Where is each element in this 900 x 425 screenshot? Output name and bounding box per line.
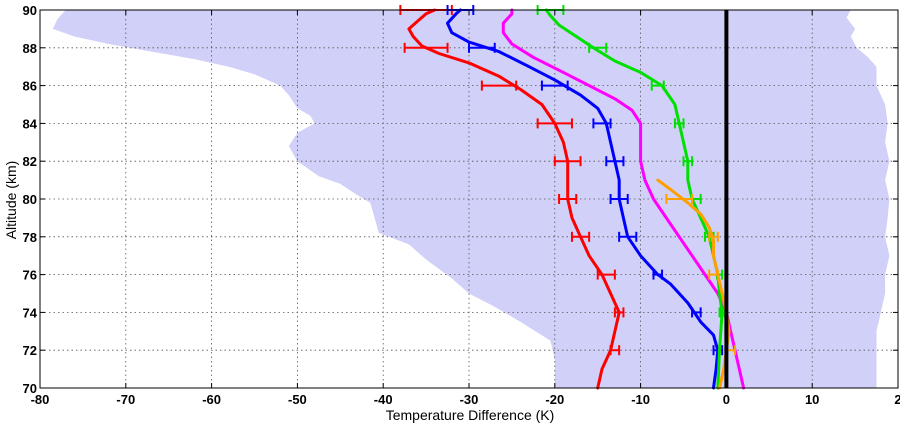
y-tick-label: 76	[23, 268, 37, 283]
y-axis-label: Altitude (km)	[3, 161, 19, 240]
error-bar	[665, 194, 694, 204]
x-tick-label: -30	[460, 392, 479, 407]
error-bar	[682, 156, 694, 167]
y-axis-ticks: 70 72 74 76 78 80 82 84 86 88 90	[23, 3, 898, 396]
error-bar	[652, 269, 664, 280]
error-bar	[691, 307, 702, 318]
error-bar	[673, 118, 685, 129]
x-tick-label: -50	[288, 392, 307, 407]
error-bar	[570, 231, 591, 242]
error-bar	[609, 345, 621, 356]
y-tick-label: 72	[23, 343, 37, 358]
y-tick-label: 90	[23, 3, 37, 18]
x-tick-label: -70	[116, 392, 135, 407]
error-bar	[553, 156, 582, 167]
x-tick-label: 0	[723, 392, 730, 407]
error-bar	[618, 231, 638, 242]
y-tick-label: 88	[23, 41, 37, 56]
error-bar	[605, 156, 625, 167]
error-bar	[536, 118, 573, 129]
error-bar	[613, 307, 625, 318]
error-bar	[468, 42, 496, 53]
error-bar	[596, 269, 616, 280]
error-bar	[592, 118, 612, 129]
x-tick-label: -40	[374, 392, 393, 407]
x-tick-label: -20	[545, 392, 564, 407]
series-line-2	[446, 8, 720, 390]
y-tick-label: 74	[23, 305, 38, 320]
x-axis-label: Temperature Difference (K)	[386, 407, 555, 423]
y-tick-label: 78	[23, 230, 37, 245]
y-tick-label: 82	[23, 154, 37, 169]
x-tick-label: 2	[894, 392, 900, 407]
y-tick-label: 70	[23, 381, 37, 396]
error-bar	[540, 80, 569, 91]
error-bar	[650, 80, 665, 91]
x-tick-label: -80	[31, 392, 50, 407]
error-bar	[403, 42, 449, 53]
series-line-1	[407, 8, 621, 390]
y-tick-label: 80	[23, 192, 37, 207]
x-tick-label: -10	[631, 392, 650, 407]
error-bar	[708, 269, 719, 280]
x-axis-ticks: -80 -70 -60 -50 -40 -30 -20 -10 0 10 2	[31, 10, 900, 407]
x-tick-label: -60	[202, 392, 221, 407]
error-bar	[558, 194, 578, 204]
y-tick-label: 86	[23, 79, 37, 94]
x-tick-label: 10	[805, 392, 819, 407]
error-bar	[480, 80, 518, 91]
error-bar	[588, 42, 608, 53]
error-bar	[708, 231, 719, 242]
y-tick-label: 84	[23, 116, 38, 131]
error-bar	[609, 194, 629, 204]
